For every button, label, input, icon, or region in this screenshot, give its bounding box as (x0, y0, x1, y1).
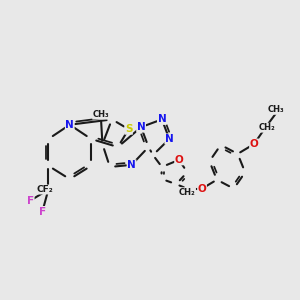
Text: N: N (65, 120, 74, 130)
Text: N: N (158, 114, 166, 124)
Text: O: O (175, 155, 184, 165)
Text: S: S (125, 124, 132, 134)
Text: CF₂: CF₂ (36, 185, 53, 194)
Text: O: O (198, 184, 206, 194)
Text: N: N (137, 122, 146, 132)
Text: F: F (27, 196, 34, 206)
Text: F: F (39, 206, 46, 217)
Text: CH₃: CH₃ (268, 105, 285, 114)
Text: CH₂: CH₂ (179, 188, 196, 197)
Text: N: N (127, 160, 136, 170)
Text: CH₃: CH₃ (93, 110, 109, 119)
Text: CH₂: CH₂ (258, 123, 275, 132)
Text: N: N (165, 134, 174, 144)
Text: O: O (250, 139, 258, 149)
